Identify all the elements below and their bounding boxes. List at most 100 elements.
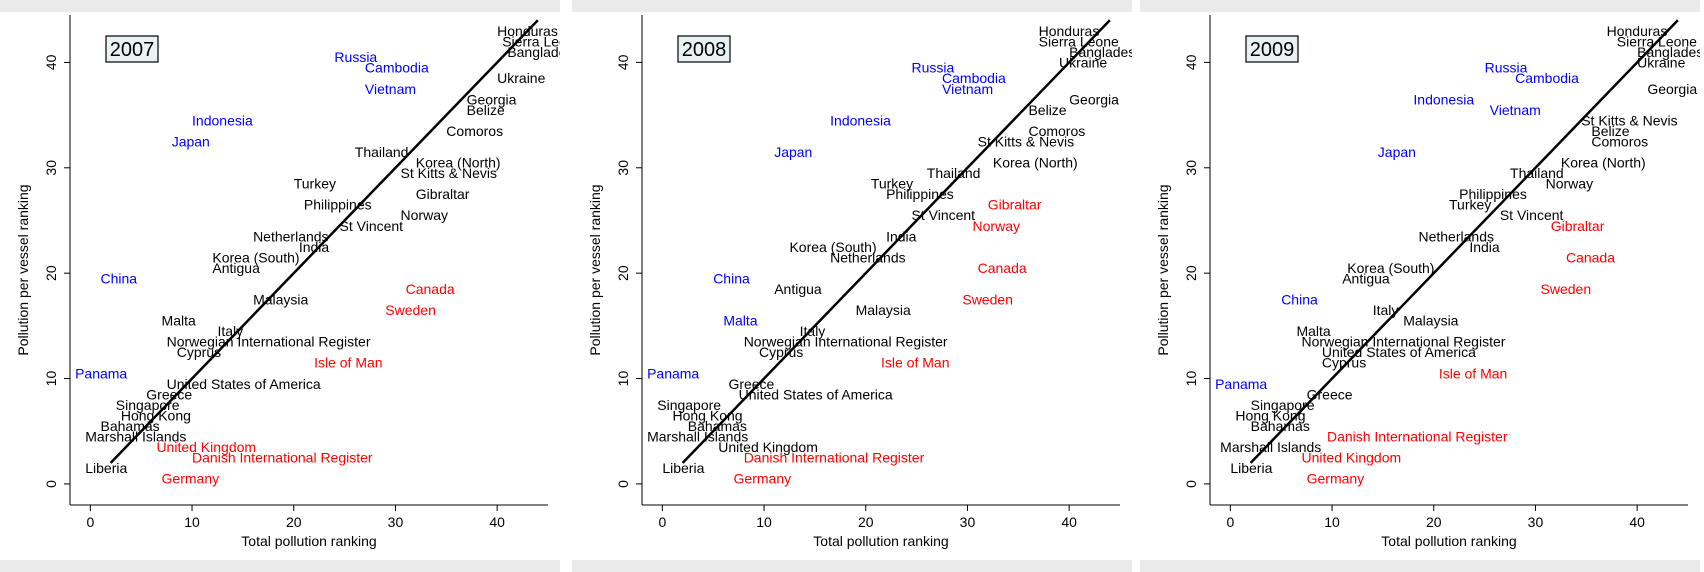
country-point-label: Japan — [774, 144, 812, 160]
country-point-label: St Kitts & Nevis — [1581, 112, 1677, 128]
country-point-label: Thailand — [927, 165, 981, 181]
x-tick-label: 20 — [858, 514, 874, 530]
country-point-label: Danish International Register — [744, 450, 925, 466]
country-point-label: India — [1469, 239, 1500, 255]
country-point-label: Thailand — [1510, 165, 1564, 181]
y-tick-label: 0 — [615, 480, 631, 488]
y-tick-label: 0 — [1183, 480, 1199, 488]
country-point-label: Sierra Leone — [502, 33, 560, 49]
chart-panel-2009: 0 10 20 30 40 0 10 20 30 40 Total pollution rankin… — [1140, 0, 1700, 572]
country-point-label: Philippines — [1459, 186, 1527, 202]
country-point-label: Cyprus — [759, 344, 803, 360]
country-point-label: Ukraine — [497, 70, 545, 86]
country-point-label: Belize — [1591, 123, 1629, 139]
country-point-label: Canada — [978, 260, 1027, 276]
country-point-label: Bangladesh — [1637, 44, 1700, 60]
country-point-label: United Kingdom — [1302, 450, 1402, 466]
country-point-label: Netherlands — [1418, 228, 1494, 244]
country-point-label: Honduras — [497, 23, 558, 39]
x-tick-label: 40 — [1629, 514, 1645, 530]
country-point-label: Isle of Man — [881, 355, 949, 371]
country-point-label: Philippines — [886, 186, 954, 202]
country-point-label: Malta — [162, 313, 196, 329]
country-point-label: Cambodia — [1515, 70, 1579, 86]
fit-line — [109, 19, 539, 464]
country-point-label: Comoros — [1591, 133, 1648, 149]
fit-line — [681, 19, 1111, 464]
country-point-label: Liberia — [662, 460, 704, 476]
country-point-label: India — [886, 228, 917, 244]
country-point-label: Hong Kong — [1235, 407, 1305, 423]
country-point-label: Malta — [1296, 323, 1330, 339]
country-point-label: Korea (South) — [1347, 260, 1434, 276]
x-tick-label: 10 — [184, 514, 200, 530]
x-tick-label: 40 — [489, 514, 505, 530]
x-axis-title: Total pollution ranking — [241, 533, 376, 549]
country-point-label: United States of America — [167, 376, 321, 392]
country-point-label: Cambodia — [942, 70, 1006, 86]
country-point-label: Italy — [800, 323, 826, 339]
x-tick-label: 0 — [86, 514, 94, 530]
fit-line — [1249, 19, 1679, 464]
scatter-plot-2008: 0 10 20 30 40 0 10 20 30 40 Total pollution rankin… — [572, 12, 1132, 560]
country-point-label: Netherlands — [253, 228, 329, 244]
country-point-label: Indonesia — [1413, 91, 1474, 107]
country-point-label: Norwegian International Register — [1302, 334, 1506, 350]
y-tick-label: 40 — [43, 54, 59, 70]
country-point-label: Korea (South) — [212, 249, 299, 265]
country-point-label: Russia — [334, 49, 377, 65]
x-tick-label: 30 — [388, 514, 404, 530]
country-point-label: Sierra Leone — [1617, 33, 1697, 49]
country-point-label: Greece — [728, 376, 774, 392]
country-point-label: Indonesia — [192, 112, 253, 128]
country-point-label: Gibraltar — [1551, 218, 1605, 234]
x-tick-label: 10 — [756, 514, 772, 530]
country-point-label: Norway — [401, 207, 448, 223]
country-point-label: Singapore — [657, 397, 721, 413]
country-point-label: Korea (North) — [993, 155, 1078, 171]
x-axis-title: Total pollution ranking — [813, 533, 948, 549]
y-axis-title: Pollution per vessel ranking — [1155, 184, 1171, 355]
country-point-label: Danish International Register — [192, 450, 373, 466]
year-badge — [1245, 35, 1299, 63]
country-point-label: Singapore — [1251, 397, 1315, 413]
country-point-label: Gibraltar — [416, 186, 470, 202]
y-tick-label: 20 — [615, 265, 631, 281]
country-point-label: Bahamas — [101, 418, 160, 434]
country-point-label: Norway — [973, 218, 1020, 234]
y-tick-label: 30 — [615, 160, 631, 176]
scatter-plot-2009: 0 10 20 30 40 0 10 20 30 40 Total pollution rankin… — [1140, 12, 1700, 560]
country-point-label: Turkey — [1449, 197, 1491, 213]
country-point-label: Russia — [912, 60, 955, 76]
country-point-label: Ukraine — [1059, 54, 1107, 70]
country-point-label: China — [101, 270, 138, 286]
country-point-label: Cyprus — [177, 344, 221, 360]
country-point-label: Cambodia — [365, 60, 429, 76]
country-point-label: Japan — [1378, 144, 1416, 160]
y-tick-label: 10 — [615, 371, 631, 387]
year-badge-label: 2008 — [682, 39, 727, 61]
country-point-label: Liberia — [85, 460, 127, 476]
country-point-label: Hong Kong — [121, 407, 191, 423]
x-tick-label: 0 — [658, 514, 666, 530]
country-point-label: Turkey — [871, 176, 913, 192]
country-point-label: Thailand — [355, 144, 409, 160]
country-point-label: Germany — [734, 471, 792, 487]
y-axis-title: Pollution per vessel ranking — [15, 184, 31, 355]
y-tick-label: 20 — [43, 265, 59, 281]
country-point-label: Marshall Islands — [647, 429, 748, 445]
year-badge — [105, 35, 159, 63]
x-tick-label: 20 — [1426, 514, 1442, 530]
chart-panel-2007: 0 10 20 30 40 0 10 20 30 40 Total pollution rankin… — [0, 0, 560, 572]
country-point-label: Philippines — [304, 197, 372, 213]
country-point-label: Sweden — [1541, 281, 1592, 297]
country-point-label: Singapore — [116, 397, 180, 413]
country-point-label: United Kingdom — [156, 439, 256, 455]
y-tick-label: 40 — [1183, 54, 1199, 70]
country-point-label: Bangladesh — [507, 44, 560, 60]
country-point-label: Malta — [723, 313, 757, 329]
country-point-label: St Vincent — [1500, 207, 1564, 223]
country-point-label: China — [713, 270, 750, 286]
y-tick-label: 10 — [1183, 371, 1199, 387]
year-badge-label: 2007 — [110, 39, 155, 61]
